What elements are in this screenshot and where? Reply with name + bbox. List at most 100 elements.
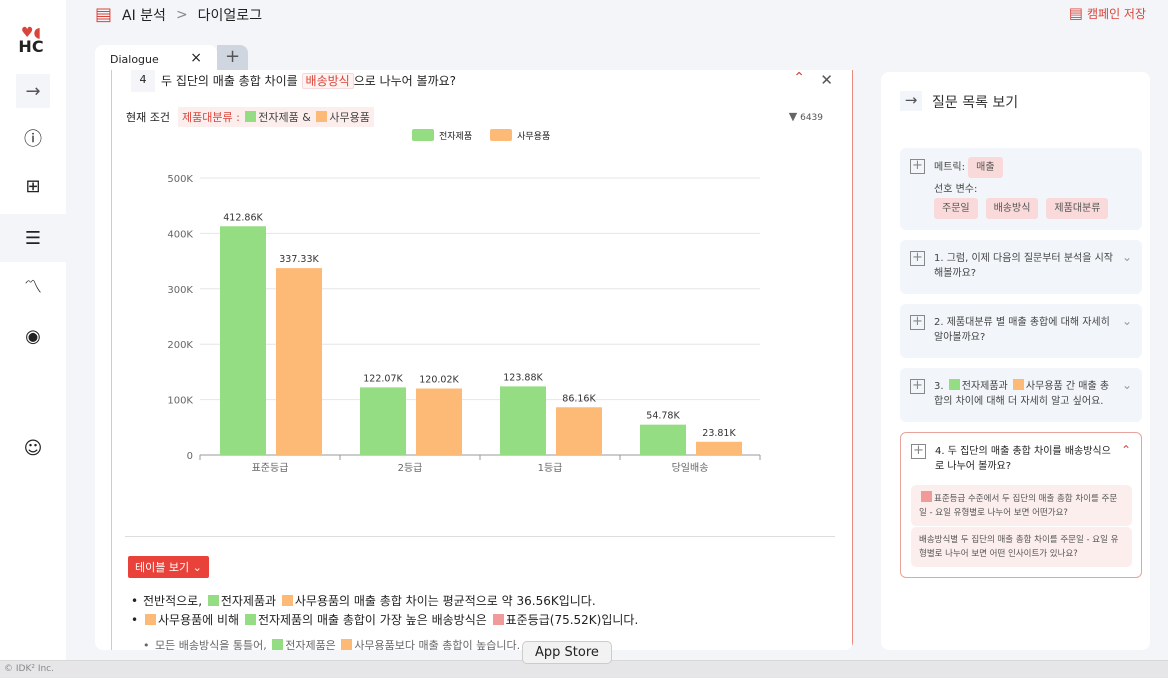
eye-icon[interactable]: ◉	[25, 325, 41, 347]
insight-item: 사무용품에 비해 전자제품의 매출 총합이 가장 높은 배송방식은 표준등급(7…	[129, 611, 638, 630]
insight-list: 전반적으로, 전자제품과 사무용품의 매출 총합 차이는 평균적으로 약 36.…	[129, 592, 638, 650]
suggestion-item[interactable]: 표준등급 수준에서 두 집단의 매출 총합 차이를 주문일 - 요일 유형별로 …	[911, 485, 1132, 526]
bar[interactable]	[416, 388, 462, 455]
pref-chip[interactable]: 배송방식	[985, 198, 1039, 219]
legend-item[interactable]: 사무용품	[490, 129, 550, 142]
question-item[interactable]: + 2. 제품대분류 별 매출 총합에 대해 자세히 알아볼까요? ⌄	[900, 304, 1142, 358]
view-table-button[interactable]: 테이블 보기 ⌄	[128, 556, 209, 578]
insight-text: 모든 배송방식을 통틀어,	[155, 639, 267, 650]
insight-text: 전자제품은	[285, 639, 336, 650]
tab-label: Dialogue	[110, 53, 159, 66]
question-item[interactable]: + 3. 전자제품과 사무용품 간 매출 총합의 차이에 대해 더 자세히 알고…	[900, 368, 1142, 422]
save-campaign-button[interactable]: ▤ 캠페인 저장	[1069, 4, 1146, 22]
pref-chip[interactable]: 주문일	[934, 198, 978, 219]
chevron-up-icon[interactable]: ⌃	[1120, 443, 1131, 457]
legend-label: 사무용품	[517, 132, 551, 142]
data-label: 122.07K	[363, 373, 403, 384]
bar[interactable]	[276, 268, 322, 455]
x-tick-label: 1등급	[538, 462, 563, 474]
bar[interactable]	[360, 387, 406, 455]
bar[interactable]	[640, 424, 686, 455]
bar[interactable]	[696, 441, 742, 455]
folder-add-icon[interactable]: ⊞	[25, 175, 41, 197]
breadcrumb: ▤ AI 분석 > 다이얼로그	[95, 4, 262, 25]
add-tab-button[interactable]: +	[217, 45, 248, 71]
chevron-down-icon[interactable]: ⌄	[1121, 314, 1132, 328]
q3-b: 전자제품과	[961, 381, 1008, 392]
q3-num: 3.	[934, 381, 944, 392]
y-tick-label: 100K	[167, 396, 193, 407]
question-item-text: 3. 전자제품과 사무용품 간 매출 총합의 차이에 대해 더 자세히 알고 싶…	[934, 379, 1114, 409]
plus-icon[interactable]: +	[910, 251, 925, 266]
copyright: © IDK² Inc.	[4, 664, 54, 674]
tab-dialogue[interactable]: Dialogue ×	[95, 45, 217, 71]
filter-icon: ▼	[788, 110, 798, 123]
bar[interactable]	[220, 226, 266, 455]
question-text-after: 으로 나누어 볼까요?	[353, 74, 457, 88]
chevron-down-icon[interactable]: ⌄	[1121, 378, 1132, 392]
metric-card: + 메트릭: 매출 선호 변수: 주문일 배송방식 제품대분류	[900, 148, 1142, 230]
current-condition: 현재 조건 제품대분류 : 전자제품 & 사무용품	[126, 107, 374, 127]
question-item[interactable]: + 1. 그럼, 이제 다음의 질문부터 분석을 시작해볼까요? ⌄	[900, 240, 1142, 294]
bar[interactable]	[556, 407, 602, 455]
info-icon[interactable]: ⓘ	[24, 129, 42, 150]
dialogue-icon[interactable]: ☰	[0, 214, 66, 262]
pref-chip[interactable]: 제품대분류	[1046, 198, 1109, 219]
question-highlight: 배송방식	[301, 73, 354, 89]
data-label: 54.78K	[646, 411, 680, 422]
data-label: 120.02K	[419, 375, 459, 386]
plus-icon[interactable]: +	[910, 159, 925, 174]
metric-label: 메트릭:	[934, 162, 965, 173]
analysis-search-icon[interactable]: 〽	[24, 277, 42, 298]
user-icon[interactable]: ☺	[23, 437, 43, 459]
insight-text: 사무용품의 매출 총합 차이는 평균적으로 약 36.56K입니다.	[294, 594, 596, 608]
question-text: 두 집단의 매출 총합 차이를 배송방식 으로 나누어 볼까요?	[161, 72, 456, 89]
panel-title: 질문 목록 보기	[932, 95, 1019, 111]
y-tick-label: 300K	[167, 285, 193, 296]
suggestion-text: 표준등급 수준에서 두 집단의 매출 총합 차이를 주문일 - 요일 유형별로 …	[919, 494, 1118, 518]
data-label: 86.16K	[562, 393, 596, 404]
x-tick-label: 2등급	[398, 462, 423, 474]
y-tick-label: 200K	[167, 340, 193, 351]
plus-icon[interactable]: +	[910, 315, 925, 330]
condition-amp: &	[302, 111, 311, 124]
plus-icon[interactable]: +	[910, 379, 925, 394]
y-tick-label: 0	[187, 451, 193, 462]
close-tab-icon[interactable]: ×	[190, 50, 202, 66]
insight-text: 전자제품과	[220, 594, 277, 608]
breadcrumb-section[interactable]: AI 분석	[122, 7, 166, 24]
filter-count: ▼ 6439	[789, 110, 823, 123]
sidebar: ♥◖ HC → ⓘ ⊞ ☰ 〽 ◉ ☺	[0, 0, 66, 662]
question-item-text: 1. 그럼, 이제 다음의 질문부터 분석을 시작해볼까요?	[934, 253, 1113, 279]
collapse-arrow-icon[interactable]: →	[900, 91, 922, 111]
logo: ♥◖ HC	[18, 25, 44, 56]
question-item-active[interactable]: + 4. 두 집단의 매출 총합 차이를 배송방식으로 나누어 볼까요? ⌃ 표…	[900, 432, 1142, 578]
plus-icon[interactable]: +	[911, 444, 926, 459]
divider	[125, 536, 835, 537]
data-label: 337.33K	[279, 254, 319, 265]
document-icon: ▤	[1068, 4, 1083, 22]
condition-v2: 사무용품	[329, 111, 370, 124]
expand-arrow-icon[interactable]: →	[16, 74, 50, 108]
x-tick-label: 표준등급	[252, 462, 289, 474]
save-campaign-label: 캠페인 저장	[1086, 6, 1146, 21]
data-label: 123.88K	[503, 372, 543, 383]
question-item-text: 2. 제품대분류 별 매출 총합에 대해 자세히 알아볼까요?	[934, 317, 1110, 343]
y-tick-label: 500K	[167, 174, 193, 185]
bar[interactable]	[500, 386, 546, 455]
insight-text: 사무용품에 비해	[158, 613, 240, 627]
insight-text: 전반적으로,	[143, 594, 203, 608]
y-tick-label: 400K	[167, 229, 193, 240]
metric-chip[interactable]: 매출	[968, 157, 1003, 178]
chevron-down-icon[interactable]: ⌄	[1121, 250, 1132, 264]
close-icon[interactable]: ✕	[820, 71, 833, 89]
data-label: 412.86K	[223, 212, 263, 223]
bar-chart: 0 100K 200K 300K 400K 500K 표준등급 412.86K 337.33K 2…	[167, 174, 761, 474]
insight-text: 표준등급(75.52K)입니다.	[505, 613, 639, 627]
question-number: 4	[131, 70, 155, 92]
collapse-icon[interactable]: ⌃	[793, 70, 805, 86]
suggestion-item[interactable]: 배송방식별 두 집단의 매출 총합 차이를 주문일 - 요일 유형별로 나누어 …	[911, 527, 1132, 567]
x-tick-label: 당일배송	[672, 462, 709, 474]
legend-item[interactable]: 전자제품	[412, 129, 472, 142]
chat-icon: ▤	[95, 4, 113, 25]
